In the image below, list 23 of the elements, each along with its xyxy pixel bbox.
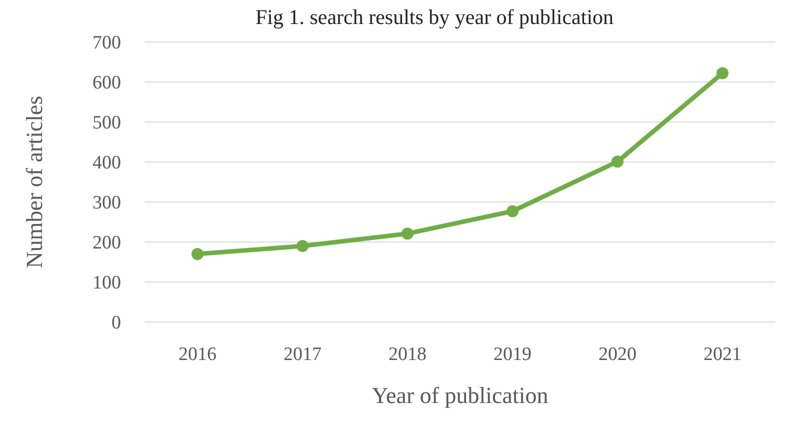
x-tick-label: 2018 [388, 344, 426, 365]
y-tick-label: 200 [92, 232, 121, 254]
y-tick-label: 600 [92, 72, 121, 94]
point [612, 156, 624, 168]
y-tick-label: 100 [92, 272, 121, 294]
y-tick-label: 700 [92, 32, 121, 54]
y-tick-label: 0 [112, 312, 121, 334]
y-tick-label: 300 [92, 192, 121, 214]
x-tick-label: 2020 [598, 344, 636, 365]
y-tick-label: 500 [92, 112, 121, 134]
x-axis-title: Year of publication [372, 383, 549, 408]
chart-title: Fig 1. search results by year of publication [255, 5, 614, 29]
point [192, 248, 204, 260]
point [506, 205, 518, 218]
point [296, 240, 308, 252]
point [716, 67, 728, 80]
point [402, 228, 414, 240]
x-tick-label: 2021 [704, 344, 742, 365]
x-tick-label: 2017 [284, 344, 322, 365]
y-tick-label: 400 [92, 152, 121, 174]
x-tick-label: 2016 [178, 344, 216, 365]
y-axis-title: Number of articles [22, 96, 47, 268]
x-tick-label: 2019 [494, 344, 532, 365]
